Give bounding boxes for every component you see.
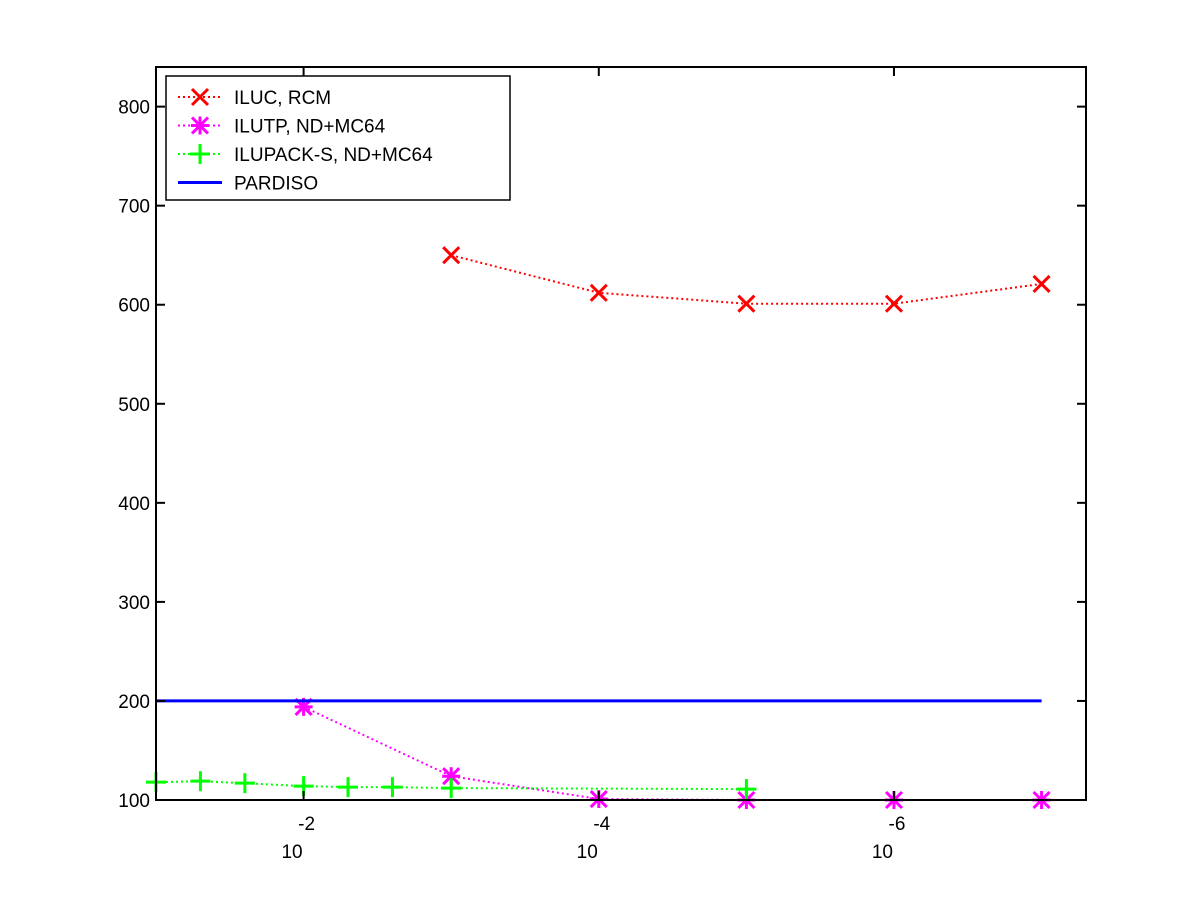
data-point: [190, 771, 211, 792]
data-point: [737, 294, 756, 313]
data-point: [736, 779, 757, 800]
data-point: [382, 777, 403, 798]
y-tick-label: 300: [118, 593, 150, 614]
y-tick-label: 100: [118, 791, 150, 812]
x-tick-label-base: 10: [577, 842, 598, 863]
y-tick-label: 200: [118, 692, 150, 713]
x-axis: 10-210-410-6: [281, 67, 905, 863]
x-tick-label-exponent: -2: [298, 814, 315, 835]
axes-border: [155, 66, 1087, 801]
x-tick-label: 10-4: [577, 814, 611, 863]
data-point: [441, 778, 462, 799]
y-tick-label: 500: [118, 395, 150, 416]
y-axis: 100 200 300 400 500 600 700 800: [118, 98, 1086, 812]
legend-label: ILUTP, ND+MC64: [234, 117, 386, 138]
x-tick-label-base: 10: [281, 842, 302, 863]
legend-marker: [190, 144, 210, 164]
legend-entry: ILUC, RCM: [178, 87, 331, 109]
data-point: [884, 294, 904, 313]
legend-entry: ILUTP, ND+MC64: [178, 116, 386, 138]
legend-marker: [190, 116, 210, 135]
legend: ILUC, RCM ILUTP, ND+MC64 ILUPACK-S, ND+MC6…: [165, 75, 511, 201]
y-tick-label: 700: [118, 197, 150, 218]
x-tick-label: 10-2: [281, 814, 315, 863]
data-point: [338, 777, 359, 798]
y-tick-label: 400: [118, 494, 150, 515]
series-ilupack-s-nd-mc64: [146, 771, 757, 800]
data-point: [442, 246, 461, 265]
x-tick-label-base: 10: [872, 842, 893, 863]
legend-entry: ILUPACK-S, ND+MC64: [178, 144, 433, 166]
data-point: [1032, 274, 1051, 293]
legend-marker: [190, 87, 210, 107]
y-tick-label: 800: [118, 98, 150, 119]
x-tick-label-exponent: -6: [889, 814, 906, 835]
data-point: [234, 773, 255, 794]
legend-label: ILUC, RCM: [234, 88, 331, 109]
data-point: [589, 283, 608, 302]
y-tick-label: 600: [118, 296, 150, 317]
x-tick-label: 10-6: [872, 814, 906, 863]
legend-entry: PARDISO: [178, 174, 318, 195]
x-tick-label-exponent: -4: [593, 814, 610, 835]
legend-box: [165, 75, 511, 201]
series-iluc-rcm: [442, 246, 1051, 313]
legend-label: ILUPACK-S, ND+MC64: [234, 145, 433, 166]
legend-label: PARDISO: [234, 174, 318, 195]
axes-frame: [155, 66, 1087, 801]
